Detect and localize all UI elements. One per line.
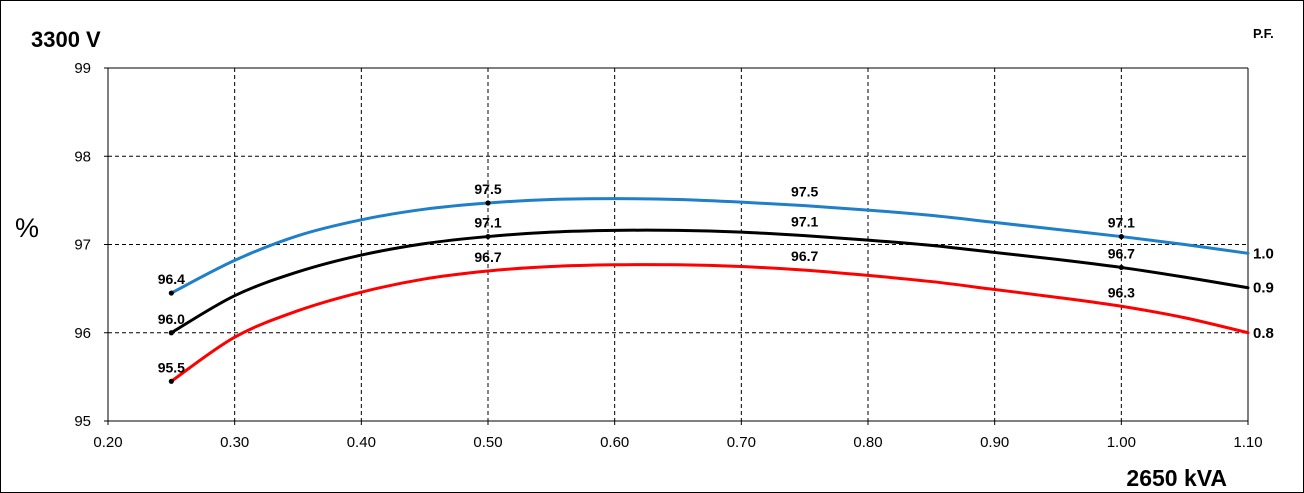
y-tick-label: 97: [74, 237, 91, 254]
data-label: 97.1: [791, 214, 818, 230]
x-tick-label: 0.40: [347, 434, 376, 451]
x-axis-label: 2650 kVA: [1126, 465, 1227, 491]
x-tick-label: 0.80: [853, 434, 882, 451]
y-tick-label: 99: [74, 60, 91, 77]
data-point-marker: [168, 378, 174, 384]
data-point-marker: [1118, 233, 1124, 240]
data-point-marker: [168, 330, 174, 336]
x-tick-label: 0.30: [220, 434, 249, 451]
data-point-marker: [168, 290, 174, 296]
axes: 0.20 0.30 0.40 0.50 0.60 0.70 0.80 0.90 1.00 1.10…: [74, 60, 1262, 451]
data-label: 97.1: [1108, 215, 1135, 231]
series-lines: [168, 197, 1250, 384]
grid: [108, 68, 1248, 421]
data-label: 97.5: [474, 181, 501, 197]
legend-title: P.F.: [1253, 26, 1274, 41]
data-label: 96.3: [1108, 284, 1135, 300]
x-tick-label: 1.00: [1107, 434, 1136, 451]
series-line-pf-0-9: [169, 228, 1250, 335]
series-line-pf-1-0: [169, 197, 1250, 295]
x-tick-label: 0.90: [980, 434, 1009, 451]
data-label: 97.1: [474, 215, 501, 231]
data-label: 96.7: [474, 249, 501, 265]
data-point-marker: [485, 233, 491, 240]
x-tick-label: 1.10: [1233, 434, 1262, 451]
data-label: 97.5: [791, 184, 818, 200]
data-label: 96.4: [158, 271, 185, 287]
chart-title: 3300 V: [31, 27, 101, 52]
y-axis-label: %: [15, 213, 39, 243]
y-tick-label: 96: [74, 325, 91, 342]
series-line-pf-0-8: [169, 263, 1250, 383]
y-tick-label: 98: [74, 148, 91, 165]
data-point-marker: [1118, 264, 1124, 271]
series-label-pf-0-8: 0.8: [1253, 325, 1274, 342]
x-tick-label: 0.50: [473, 434, 502, 451]
data-label: 95.5: [158, 359, 185, 375]
series-label-pf-0-9: 0.9: [1253, 280, 1274, 297]
data-labels: 1.0 96.4 97.5 97.5 97.1 0.9 96.0 97.1 97.1 96.7 0.…: [158, 181, 1274, 375]
data-point-marker: [485, 200, 491, 206]
data-label: 96.7: [1108, 245, 1135, 261]
data-label: 96.7: [791, 248, 818, 264]
data-label: 96.0: [158, 311, 185, 327]
x-tick-label: 0.70: [727, 434, 756, 451]
y-tick-label: 95: [74, 413, 91, 430]
x-tick-label: 0.20: [93, 434, 122, 451]
series-label-pf-1-0: 1.0: [1253, 245, 1274, 262]
x-tick-label: 0.60: [600, 434, 629, 451]
